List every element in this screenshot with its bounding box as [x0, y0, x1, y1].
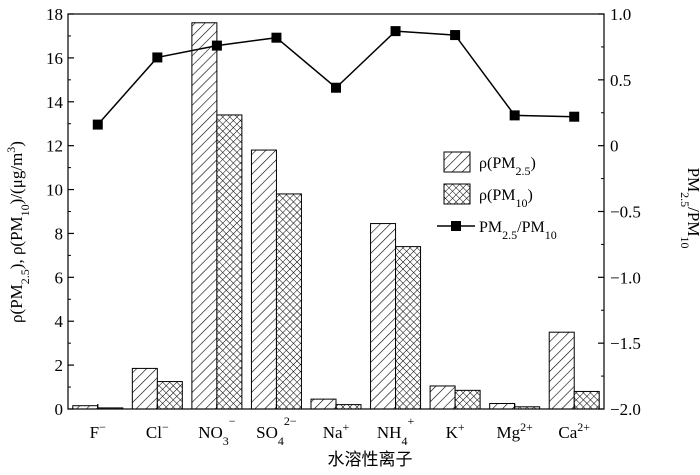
ratio-point — [569, 111, 580, 122]
y-left-tick-label: 2 — [55, 356, 64, 375]
y-left-axis-title: ρ(PM2.5), ρ(PM10)/(μg/m3) — [4, 141, 32, 323]
y-left-tick-label: 10 — [46, 181, 63, 200]
ratio-line — [97, 30, 575, 126]
bar-pm25 — [489, 403, 516, 410]
bars-layer — [72, 22, 600, 410]
legend-swatch-pm10 — [443, 183, 471, 205]
legend-label: ρ(PM2.5) — [479, 155, 536, 178]
y-right-tick-label: −2.0 — [610, 400, 641, 419]
x-tick-label: NO3− — [198, 414, 236, 448]
ticks-layer: 0 2 4 6 8 10 12 14 16 18 −2.0 −1.5 −1.0 −0.5 0 0.5 1.0 F−… — [46, 5, 641, 448]
y-left-tick-label: 4 — [55, 312, 64, 331]
x-axis-title: 水溶性离子 — [328, 450, 413, 469]
x-tick-label: Na+ — [323, 420, 350, 442]
y-right-tick-label: 0.5 — [610, 71, 631, 90]
x-tick-label: Cl− — [146, 420, 169, 442]
ratio-point — [450, 30, 461, 41]
y-left-tick-label: 0 — [55, 400, 64, 419]
y-left-tick-label: 18 — [46, 5, 63, 24]
ratio-line-layer — [92, 26, 580, 130]
y-right-tick-label: −1.5 — [610, 334, 641, 353]
bar-pm25 — [429, 385, 456, 410]
axes-layer — [67, 13, 605, 410]
x-tick-label: K+ — [446, 420, 465, 442]
ratio-point — [271, 32, 282, 43]
y-left-tick-label: 14 — [46, 93, 64, 112]
bar-pm10 — [335, 404, 362, 410]
ratio-point — [390, 26, 401, 37]
ratio-point — [509, 110, 520, 121]
ratio-point — [92, 119, 103, 130]
x-tick-label: Mg2+ — [496, 420, 533, 442]
legend: ρ(PM2.5) ρ(PM10) PM2.5/PM10 — [437, 151, 557, 242]
y-left-tick-label: 16 — [46, 49, 63, 68]
x-tick-label: SO42− — [256, 414, 297, 448]
ratio-point — [211, 40, 222, 51]
bar-pm25 — [250, 149, 277, 410]
bar-pm10 — [454, 389, 481, 410]
legend-label: ρ(PM10) — [479, 187, 533, 210]
y-right-tick-label: 0 — [610, 137, 619, 156]
ratio-point — [152, 52, 163, 63]
bar-pm10 — [395, 246, 422, 410]
bar-pm10 — [216, 114, 243, 410]
y-right-tick-label: 1.0 — [610, 5, 631, 24]
y-left-tick-label: 6 — [55, 268, 64, 287]
bar-pm10 — [573, 390, 600, 410]
bar-pm10 — [156, 381, 183, 410]
bar-pm25 — [310, 398, 337, 410]
bar-pm10 — [275, 193, 302, 410]
legend-swatch-ratio-marker — [451, 221, 461, 231]
bar-pm25 — [131, 367, 158, 410]
x-tick-label: Ca2+ — [558, 420, 590, 442]
x-tick-label: NH4+ — [377, 414, 415, 448]
ratio-point — [331, 82, 341, 93]
y-left-tick-label: 12 — [46, 137, 63, 156]
y-right-axis-title: PM2.5/PM10 — [678, 168, 700, 249]
bar-pm25 — [191, 22, 218, 410]
y-right-tick-label: −1.0 — [610, 268, 641, 287]
legend-swatch-pm25 — [443, 151, 471, 173]
legend-label: PM2.5/PM10 — [479, 219, 557, 242]
y-right-tick-label: −0.5 — [610, 203, 641, 222]
y-left-tick-label: 8 — [55, 224, 64, 243]
x-tick-label: F− — [90, 420, 106, 442]
plot-frame — [67, 13, 605, 410]
bar-pm25 — [548, 331, 575, 410]
bar-pm25 — [370, 223, 397, 410]
